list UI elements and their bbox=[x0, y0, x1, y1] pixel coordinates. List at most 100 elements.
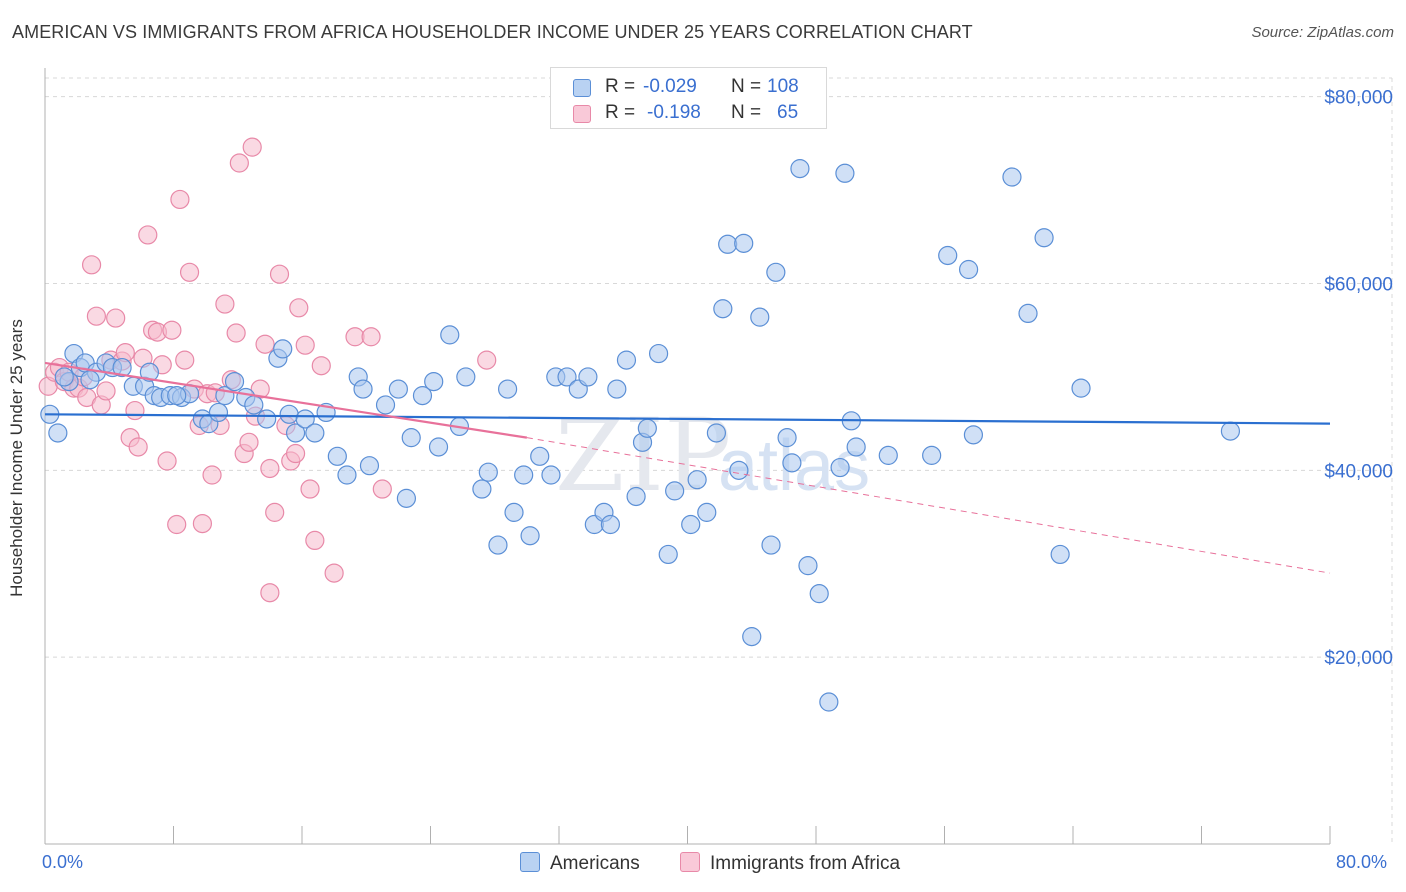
americans-point bbox=[1071, 378, 1091, 398]
africa-point bbox=[138, 225, 158, 245]
africa-point bbox=[81, 255, 102, 275]
americans-point bbox=[557, 367, 577, 387]
americans-point bbox=[412, 386, 433, 406]
americans-point bbox=[472, 479, 492, 499]
legend-swatch-americans bbox=[573, 79, 591, 97]
americans-point bbox=[607, 379, 627, 399]
africa-point bbox=[300, 479, 320, 499]
y-tick-label: $20,000 bbox=[1324, 648, 1393, 669]
americans-point bbox=[353, 379, 373, 399]
americans-point bbox=[718, 234, 738, 254]
africa-point bbox=[295, 335, 315, 355]
legend-n-label: N = bbox=[731, 102, 762, 123]
africa-point bbox=[311, 356, 331, 376]
y-tick-label: $60,000 bbox=[1324, 275, 1393, 296]
africa-point bbox=[175, 350, 195, 370]
americans-point bbox=[327, 446, 347, 466]
watermark: ZIP atlas bbox=[555, 397, 870, 514]
americans-point bbox=[279, 404, 299, 424]
africa-point bbox=[86, 306, 107, 326]
americans-point bbox=[790, 159, 810, 179]
americans-point bbox=[244, 395, 264, 415]
africa-point bbox=[265, 502, 285, 522]
americans-point bbox=[295, 409, 315, 429]
x-tick-label-max: 80.0% bbox=[1336, 852, 1388, 872]
americans-point bbox=[54, 367, 74, 387]
africa-point bbox=[226, 323, 246, 343]
legend-swatch-africa bbox=[573, 105, 591, 123]
africa-point bbox=[289, 298, 309, 318]
africa-point bbox=[324, 563, 344, 583]
africa-point bbox=[372, 479, 392, 499]
y-tick-label: $40,000 bbox=[1324, 461, 1393, 482]
bottom-legend-africa: Immigrants from Africa bbox=[680, 852, 900, 875]
americans-point bbox=[1018, 303, 1038, 324]
legend-r-value-americans: -0.029 bbox=[643, 76, 697, 97]
americans-point bbox=[729, 460, 749, 480]
americans-point bbox=[498, 379, 518, 399]
y-tick-label: $80,000 bbox=[1324, 88, 1393, 109]
bottom-legend-swatch-africa bbox=[680, 852, 700, 872]
africa-point bbox=[260, 583, 280, 603]
americans-point bbox=[428, 437, 449, 457]
americans-point bbox=[520, 526, 540, 546]
americans-point bbox=[681, 514, 701, 535]
y-axis-label: Householder Income Under 25 years bbox=[7, 319, 26, 597]
americans-point bbox=[530, 446, 550, 466]
americans-point bbox=[600, 514, 621, 535]
americans-point bbox=[112, 357, 132, 378]
africa-point bbox=[242, 137, 262, 157]
africa-point bbox=[477, 350, 497, 370]
americans-point bbox=[285, 423, 306, 443]
bottom-legend-americans: Americans bbox=[520, 852, 640, 875]
legend-r-label: R = bbox=[605, 102, 636, 123]
legend-n-value-africa: 65 bbox=[777, 102, 799, 123]
americans-point bbox=[958, 259, 979, 280]
americans-point bbox=[504, 502, 524, 522]
americans-point bbox=[963, 425, 984, 445]
americans-point bbox=[541, 465, 561, 485]
y-tick-labels: $20,000 $40,000 $60,000 $80,000 bbox=[1324, 88, 1393, 669]
africa-point bbox=[170, 189, 190, 210]
x-tick-label-min: 0.0% bbox=[42, 852, 84, 872]
africa-point bbox=[255, 334, 275, 354]
americans-point bbox=[488, 535, 508, 555]
americans-point bbox=[1034, 228, 1054, 248]
americans-point bbox=[440, 325, 460, 345]
africa-point bbox=[269, 264, 290, 284]
americans-point bbox=[782, 453, 802, 473]
africa-point bbox=[305, 530, 325, 551]
americans-point bbox=[637, 418, 657, 438]
americans-point bbox=[273, 339, 293, 359]
americans-point bbox=[938, 245, 958, 266]
americans-point bbox=[305, 423, 325, 443]
americans-point bbox=[734, 233, 754, 253]
americans-point bbox=[424, 371, 444, 392]
americans-point bbox=[224, 371, 245, 392]
axes bbox=[44, 68, 1331, 845]
americans-point bbox=[878, 445, 898, 465]
americans-point bbox=[616, 350, 637, 370]
africa-trend-extension bbox=[526, 437, 1331, 574]
africa-point bbox=[202, 465, 222, 485]
americans-point bbox=[846, 437, 866, 457]
americans-points bbox=[40, 159, 1241, 712]
americans-point bbox=[798, 556, 818, 576]
africa-point bbox=[345, 327, 365, 347]
americans-point bbox=[777, 428, 797, 448]
americans-point bbox=[665, 481, 685, 501]
americans-point bbox=[658, 544, 678, 565]
americans-point bbox=[706, 423, 727, 443]
americans-point bbox=[830, 457, 850, 478]
americans-point bbox=[167, 386, 187, 406]
bottom-legend-swatch-americans bbox=[520, 852, 540, 872]
americans-point bbox=[761, 535, 781, 555]
americans-point bbox=[359, 456, 380, 476]
americans-point bbox=[750, 307, 770, 327]
americans-point bbox=[697, 502, 717, 522]
americans-point bbox=[514, 465, 534, 485]
americans-point bbox=[1002, 167, 1022, 187]
africa-point bbox=[361, 327, 381, 347]
americans-point bbox=[401, 428, 421, 448]
africa-point bbox=[125, 400, 145, 421]
